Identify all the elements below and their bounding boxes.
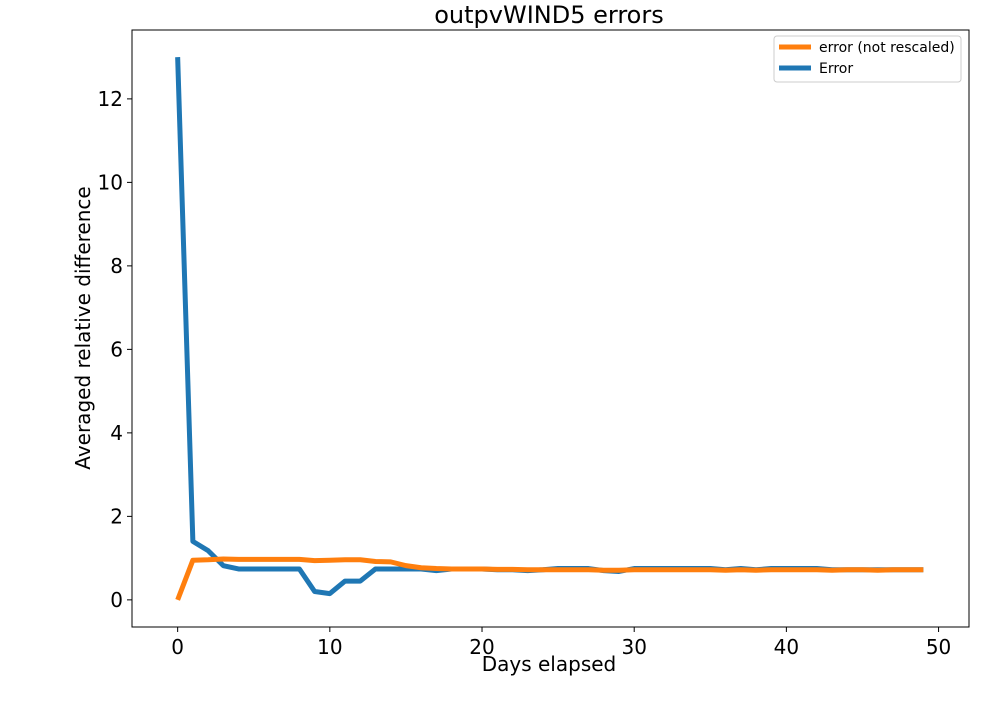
x-tick-label: 40 <box>774 635 799 659</box>
legend: error (not rescaled) Error <box>773 35 962 83</box>
legend-label: error (not rescaled) <box>819 40 955 56</box>
y-tick-label: 0 <box>110 588 123 612</box>
y-tick-label: 2 <box>110 504 123 528</box>
legend-box <box>773 35 962 83</box>
x-tick-label: 50 <box>926 635 951 659</box>
y-tick-label: 8 <box>110 254 123 278</box>
y-tick-label: 4 <box>110 421 123 445</box>
plot-frame <box>131 29 970 628</box>
y-tick-label: 6 <box>110 337 123 361</box>
y-tick-label: 12 <box>98 87 123 111</box>
x-axis-label: Days elapsed <box>482 652 617 676</box>
y-axis-label: Averaged relative difference <box>71 186 95 469</box>
y-tick-label: 10 <box>98 170 123 194</box>
chart-title: outpvWIND5 errors <box>434 1 664 29</box>
series-line-error-not-rescaled <box>175 556 924 601</box>
legend-label: Error <box>819 61 853 77</box>
x-tick-label: 10 <box>317 635 342 659</box>
x-tick-label: 0 <box>171 635 184 659</box>
x-axis: 0 10 20 30 40 50 <box>171 627 951 659</box>
x-tick-label: 30 <box>621 635 646 659</box>
x-tick-label: 20 <box>469 635 494 659</box>
series-lines <box>175 57 924 601</box>
y-axis: 0 2 4 6 8 10 12 <box>98 87 132 612</box>
